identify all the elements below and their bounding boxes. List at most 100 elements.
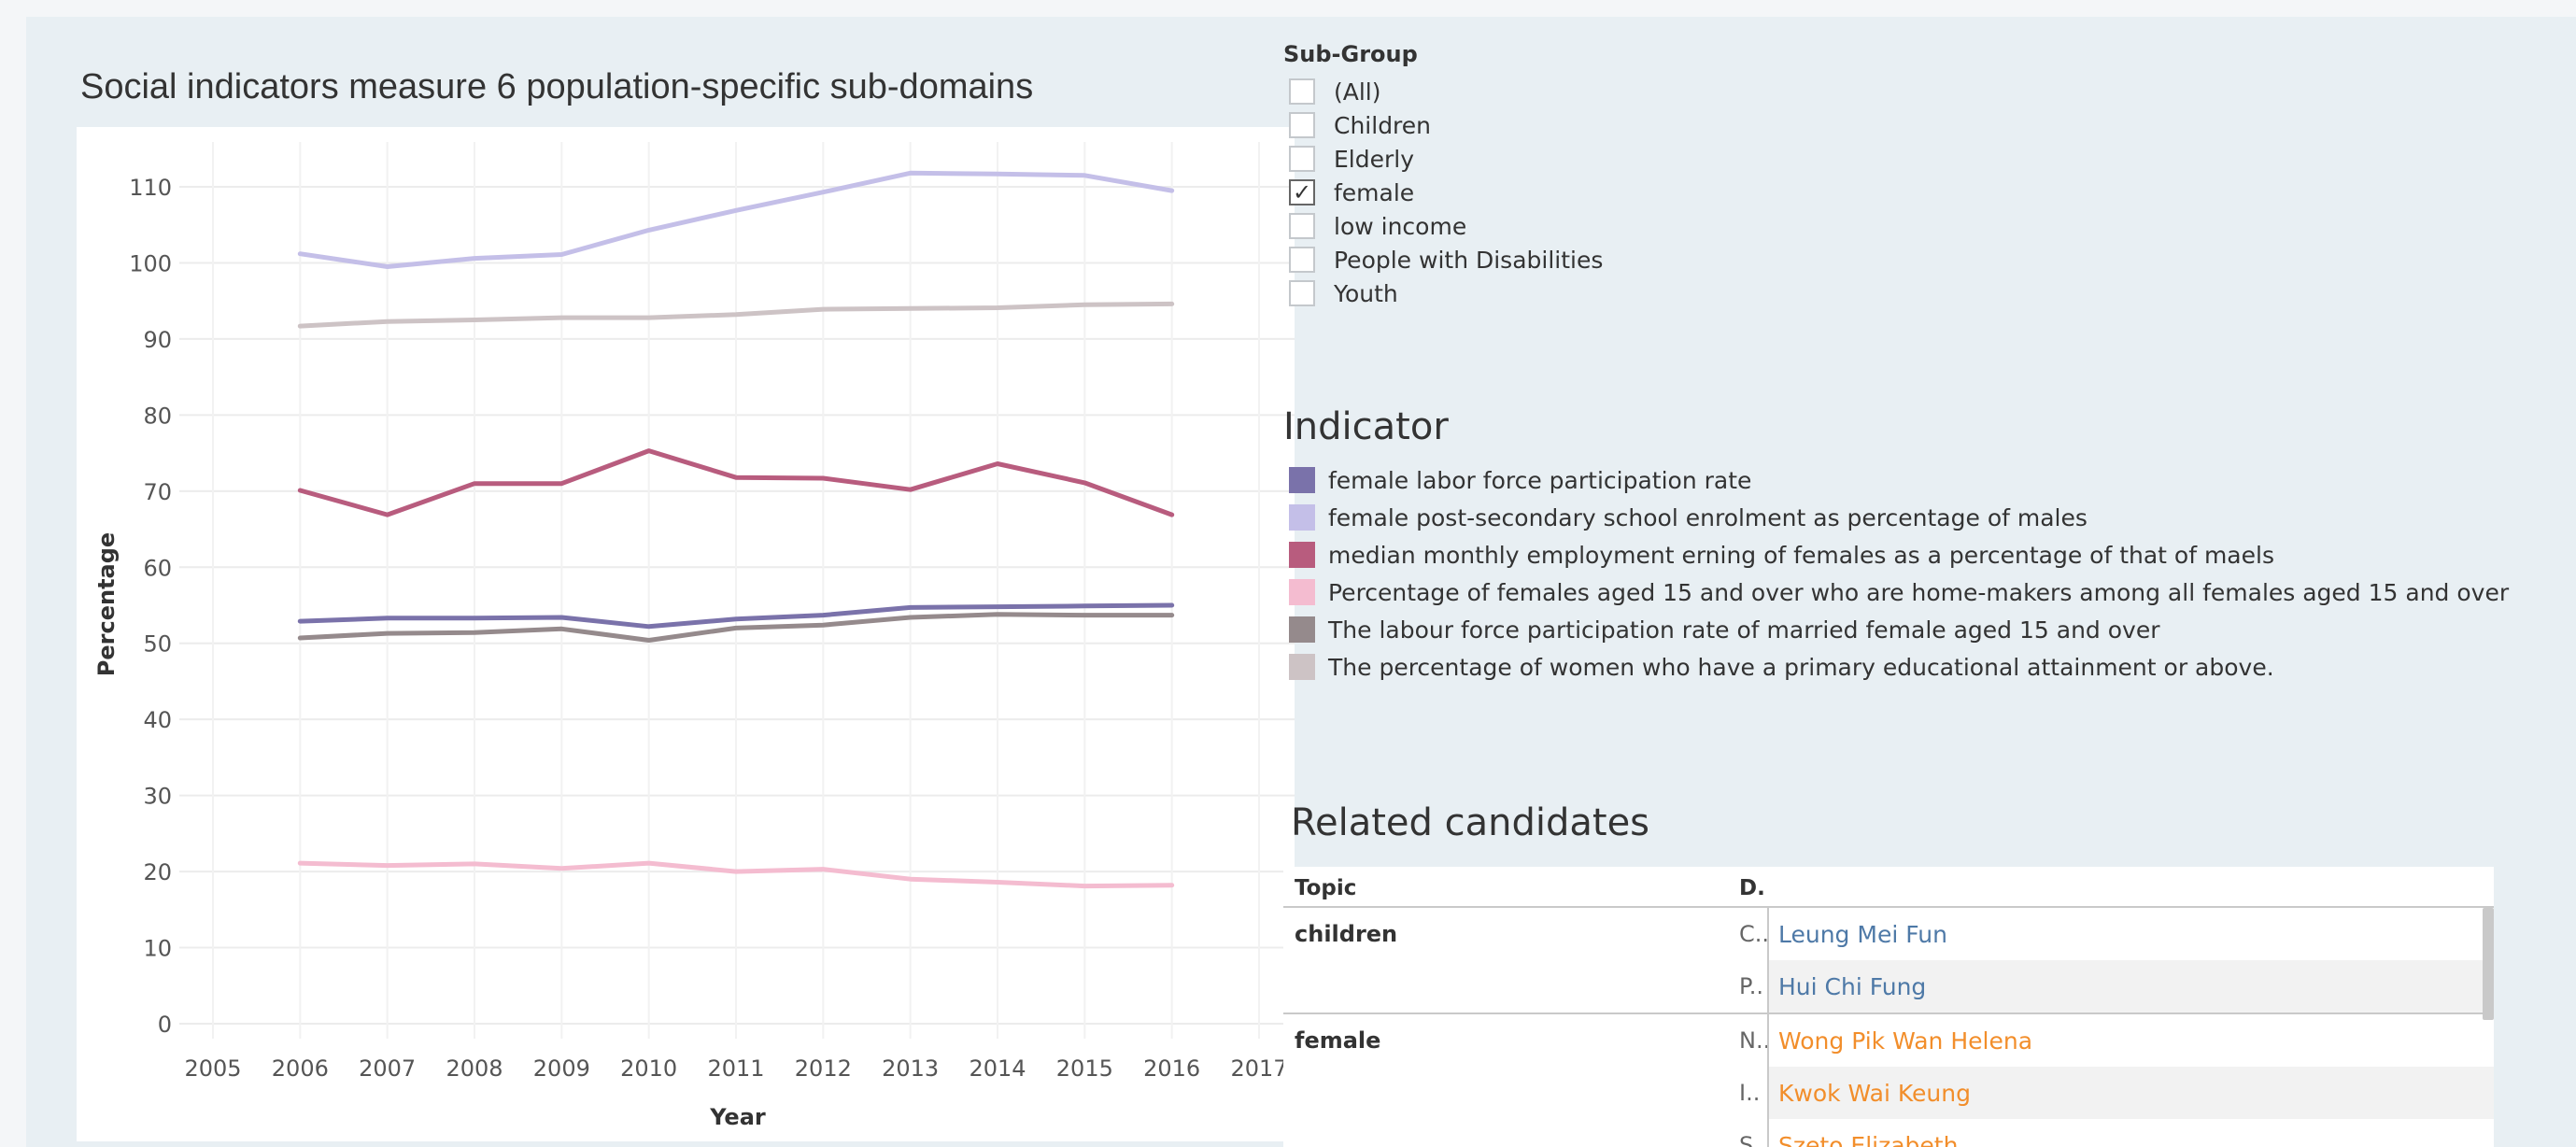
d-cell[interactable]: I..: [1739, 1080, 1761, 1106]
y-tick-label: 90: [143, 327, 172, 353]
line-chart[interactable]: 0 10 20 30 40 50 60 70 80 90 100 110 2005 2006 2007 200…: [49, 39, 1295, 1141]
d-cell[interactable]: N..: [1739, 1027, 1767, 1054]
filter-checkbox[interactable]: [1289, 112, 1315, 138]
related-title: Related candidates: [1291, 801, 1650, 844]
filter-item[interactable]: Elderly: [1283, 142, 1937, 176]
legend-swatch: [1289, 542, 1315, 568]
candidate-name[interactable]: Leung Mei Fun: [1778, 920, 1947, 948]
column-header-d[interactable]: D.: [1739, 876, 1765, 900]
y-tick-label: 10: [143, 936, 172, 962]
filter-item-label: female: [1334, 178, 1415, 206]
x-tick-label: 2014: [969, 1055, 1026, 1082]
y-tick-label: 20: [143, 859, 172, 885]
legend-swatch: [1289, 654, 1315, 680]
x-axis-title: Year: [709, 1104, 766, 1130]
filter-item[interactable]: (All): [1283, 75, 1937, 108]
x-tick-label: 2017: [1230, 1055, 1287, 1082]
candidate-name[interactable]: Szeto Elizabeth: [1778, 1131, 1959, 1147]
y-tick-label: 100: [129, 250, 172, 276]
candidate-name[interactable]: Kwok Wai Keung: [1769, 1067, 2494, 1119]
filter-item-label: Children: [1334, 111, 1432, 139]
filter-item-label: (All): [1334, 78, 1381, 106]
filter-item[interactable]: Youth: [1283, 276, 1937, 310]
y-tick-label: 60: [143, 555, 172, 581]
x-tick-label: 2012: [795, 1055, 852, 1082]
check-icon: ✓: [1292, 179, 1312, 205]
legend-list: female labor force participation rate fem…: [1283, 461, 2576, 686]
x-tick-label: 2007: [359, 1055, 416, 1082]
legend-title: Indicator: [1283, 405, 1449, 448]
series-line[interactable]: [297, 448, 1175, 517]
series-line[interactable]: [297, 301, 1175, 329]
series-line[interactable]: [297, 612, 1175, 643]
candidate-name[interactable]: Wong Pik Wan Helena: [1778, 1027, 2033, 1055]
dashboard: 0 10 20 30 40 50 60 70 80 90 100 110 2005 2006 2007 200…: [26, 17, 2576, 1147]
legend-item[interactable]: Percentage of females aged 15 and over w…: [1283, 574, 2576, 611]
filter-checkbox[interactable]: ✓: [1289, 179, 1315, 205]
legend-item-label: Percentage of females aged 15 and over w…: [1328, 578, 2510, 606]
d-cell[interactable]: P..: [1739, 973, 1763, 999]
legend-item[interactable]: median monthly employment erning of fema…: [1283, 536, 2576, 574]
legend-swatch: [1289, 467, 1315, 493]
column-divider: [1767, 908, 1769, 1012]
filter-checkbox[interactable]: [1289, 146, 1315, 172]
legend-item-label: The labour force participation rate of m…: [1328, 616, 2160, 644]
column-divider: [1767, 1014, 1769, 1147]
legend-swatch: [1289, 504, 1315, 531]
filter-item[interactable]: Children: [1283, 108, 1937, 142]
x-tick-label: 2009: [533, 1055, 590, 1082]
legend-item[interactable]: The labour force participation rate of m…: [1283, 611, 2576, 648]
candidate-name[interactable]: Hui Chi Fung: [1769, 960, 2494, 1012]
legend-item-label: female post-secondary school enrolment a…: [1328, 503, 2088, 531]
x-tick-label: 2013: [882, 1055, 939, 1082]
d-cell[interactable]: C..: [1739, 921, 1767, 947]
filter-list: (All) Children Elderly ✓ female low income Peo…: [1283, 75, 1937, 310]
related-candidates-table[interactable]: Topic D. children C.. Leung Mei Fun P.. Hui …: [1283, 867, 2494, 1147]
series-line[interactable]: [297, 170, 1175, 269]
topic-cell[interactable]: children: [1295, 921, 1398, 947]
x-tick-label: 2016: [1143, 1055, 1200, 1082]
filter-item-label: Elderly: [1334, 145, 1415, 173]
y-tick-label: 110: [129, 175, 172, 201]
chart-title: Social indicators measure 6 population-s…: [80, 67, 1034, 106]
group-divider: [1283, 1012, 2494, 1014]
filter-title: Sub-Group: [1283, 41, 1418, 67]
x-tick-label: 2008: [446, 1055, 502, 1082]
sub-group-filter: Sub-Group (All) Children Elderly ✓ female low…: [1283, 41, 1937, 310]
filter-item[interactable]: low income: [1283, 209, 1937, 243]
x-tick-label: 2006: [272, 1055, 329, 1082]
filter-item-label: low income: [1334, 212, 1467, 240]
legend-item[interactable]: female labor force participation rate: [1283, 461, 2576, 499]
legend-item[interactable]: The percentage of women who have a prima…: [1283, 648, 2576, 686]
column-header-topic[interactable]: Topic: [1295, 876, 1357, 900]
filter-item[interactable]: People with Disabilities: [1283, 243, 1937, 276]
d-cell[interactable]: S..: [1739, 1132, 1767, 1147]
filter-checkbox[interactable]: [1289, 213, 1315, 239]
series-line[interactable]: [297, 860, 1175, 889]
indicator-legend: Indicator female labor force participati…: [1283, 405, 2576, 686]
y-tick-label: 40: [143, 707, 172, 733]
filter-checkbox[interactable]: [1289, 280, 1315, 306]
y-tick-label: 0: [158, 1012, 172, 1038]
x-tick-label: 2010: [620, 1055, 677, 1082]
table-scrollbar[interactable]: [2483, 908, 2494, 1020]
filter-checkbox[interactable]: [1289, 247, 1315, 273]
legend-item-label: The percentage of women who have a prima…: [1328, 653, 2274, 681]
legend-item-label: female labor force participation rate: [1328, 466, 1752, 494]
filter-item-label: Youth: [1334, 279, 1398, 307]
header-divider: [1283, 906, 2494, 908]
x-tick-label: 2011: [707, 1055, 764, 1082]
y-tick-label: 70: [143, 479, 172, 505]
legend-item[interactable]: female post-secondary school enrolment a…: [1283, 499, 2576, 536]
filter-item[interactable]: ✓ female: [1283, 176, 1937, 209]
filter-checkbox[interactable]: [1289, 78, 1315, 105]
related-candidates-panel: Related candidates Topic D. children C.. L…: [1283, 783, 2526, 1147]
x-tick-label: 2015: [1056, 1055, 1113, 1082]
legend-item-label: median monthly employment erning of fema…: [1328, 541, 2274, 569]
series-line[interactable]: [297, 602, 1175, 630]
filter-item-label: People with Disabilities: [1334, 246, 1604, 274]
legend-swatch: [1289, 579, 1315, 605]
topic-cell[interactable]: female: [1295, 1027, 1381, 1054]
y-tick-label: 30: [143, 784, 172, 810]
y-tick-label: 80: [143, 403, 172, 429]
